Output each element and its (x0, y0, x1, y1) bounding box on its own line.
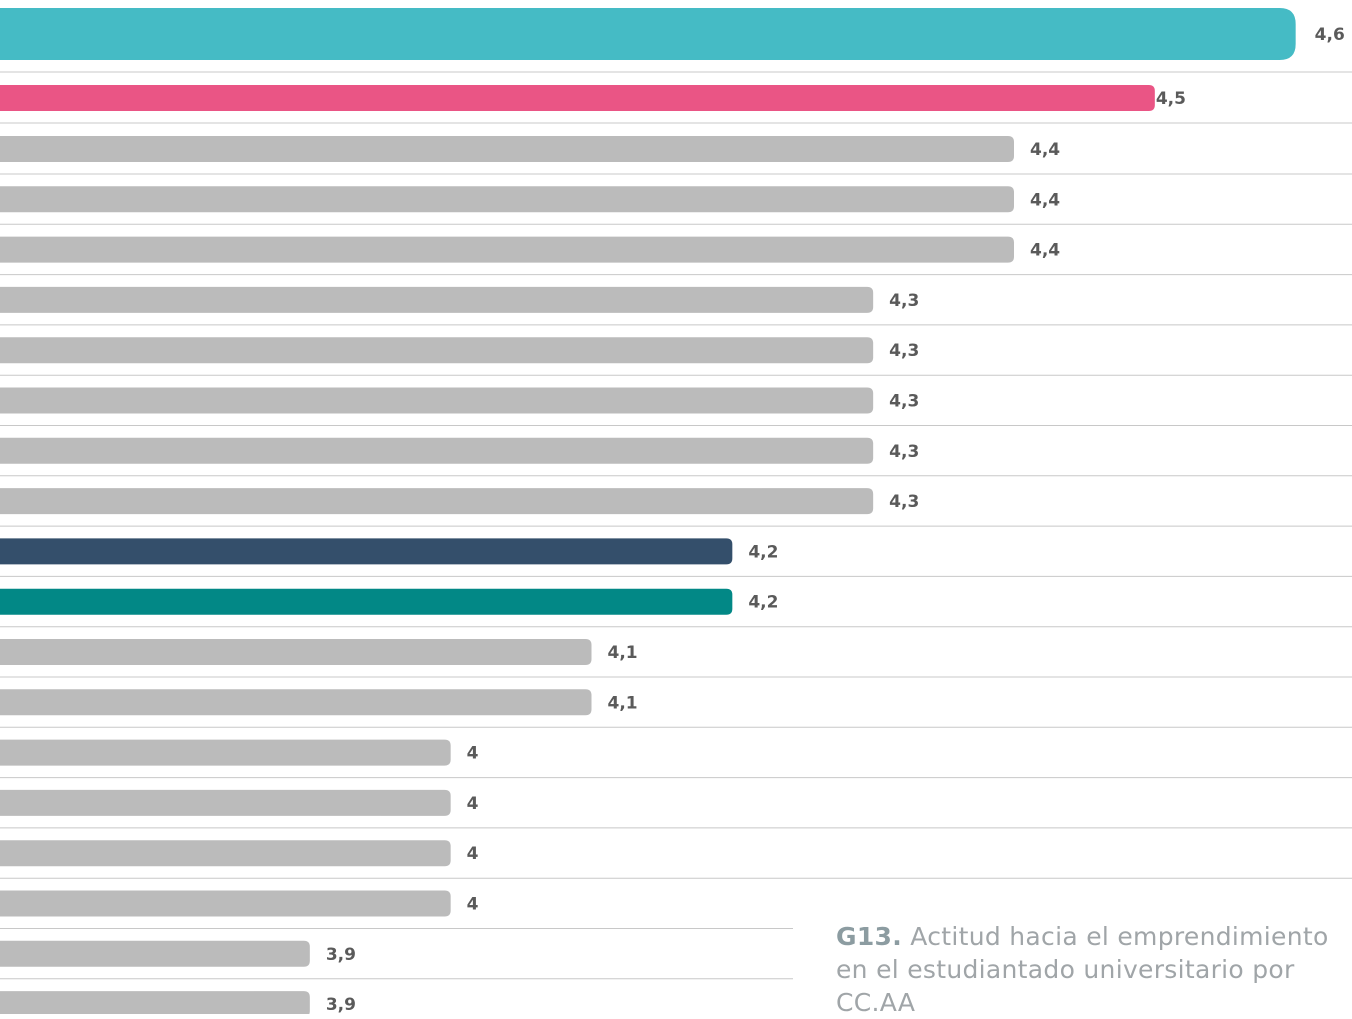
bar (0, 639, 592, 665)
bar (0, 8, 1296, 60)
caption-label: G13. (836, 922, 903, 951)
bar (0, 85, 1155, 111)
bar (0, 538, 733, 565)
chart-title: Actitud hacia el emprendimiento en el es… (836, 922, 1329, 1017)
bar (0, 437, 874, 464)
bar (0, 689, 592, 716)
bar (0, 789, 451, 816)
value-label: 3,9 (326, 995, 356, 1014)
value-label: 4,3 (889, 291, 919, 311)
bar (0, 488, 874, 515)
value-label: 4 (467, 895, 479, 915)
value-label: 4,3 (889, 492, 919, 512)
bar (0, 940, 310, 967)
bar (0, 991, 310, 1014)
bar (0, 286, 874, 313)
value-label: 4,3 (889, 392, 919, 412)
value-label: 4,4 (1030, 140, 1060, 160)
value-label: 4,1 (608, 693, 638, 713)
value-label: 4,3 (889, 341, 919, 361)
value-label: 4,1 (608, 643, 638, 663)
value-label: 4,6 (1315, 25, 1345, 45)
value-label: 4,4 (1030, 241, 1060, 261)
value-label: 4 (467, 744, 479, 764)
bar (0, 136, 1014, 162)
value-label: 4,2 (748, 542, 778, 562)
bar (0, 337, 874, 364)
value-label: 4,3 (889, 442, 919, 462)
value-label: 4 (467, 844, 479, 864)
bar (0, 236, 1014, 263)
value-label: 4,2 (748, 593, 778, 613)
bar (0, 890, 451, 917)
bar (0, 387, 874, 414)
caption: G13. Actitud hacia el emprendimiento en … (836, 920, 1352, 1019)
bar (0, 840, 451, 867)
value-label: 4,4 (1030, 190, 1060, 210)
value-label: 3,9 (326, 945, 356, 965)
bar (0, 739, 451, 766)
value-label: 4 (467, 794, 479, 814)
value-label: 4,5 (1156, 89, 1186, 109)
bar (0, 588, 733, 615)
bar (0, 186, 1014, 213)
